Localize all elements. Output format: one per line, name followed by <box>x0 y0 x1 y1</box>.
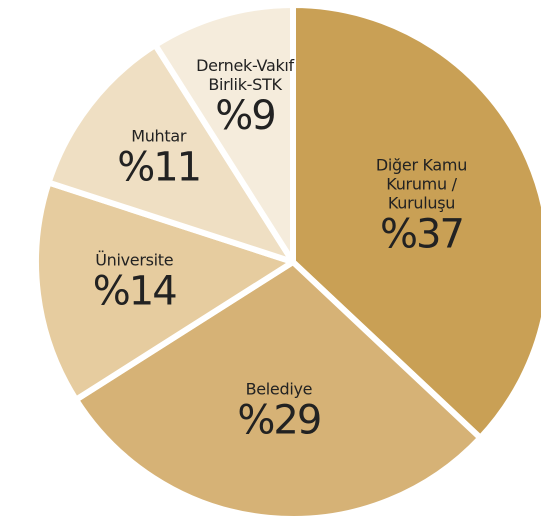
slice-label: Diğer Kamu Kurumu / Kuruluşu %37 <box>362 156 482 257</box>
slice-value: %37 <box>380 211 465 258</box>
slice-label: Belediye %29 <box>237 379 322 444</box>
slice-name: Üniversite <box>95 250 174 270</box>
slice-name: Dernek-Vakıf Birlik-STK <box>196 55 294 94</box>
slice-value: %9 <box>215 92 276 139</box>
slice-label: Muhtar %11 <box>117 126 202 191</box>
slice-value: %29 <box>237 397 322 444</box>
pie-slice <box>33 179 296 403</box>
slice-value: %11 <box>117 144 202 191</box>
slice-label: Dernek-Vakıf Birlik-STK %9 <box>196 56 294 138</box>
slice-label: Üniversite %14 <box>92 250 178 315</box>
slice-name: Belediye <box>245 379 313 399</box>
pie-slice <box>290 2 541 441</box>
slice-value: %14 <box>92 268 178 315</box>
slice-name: Muhtar <box>131 126 187 146</box>
pie-slice <box>45 42 296 265</box>
pie-slice <box>73 259 484 522</box>
slice-name: Diğer Kamu Kurumu / Kuruluşu <box>375 155 468 213</box>
pie-slice <box>152 2 296 265</box>
